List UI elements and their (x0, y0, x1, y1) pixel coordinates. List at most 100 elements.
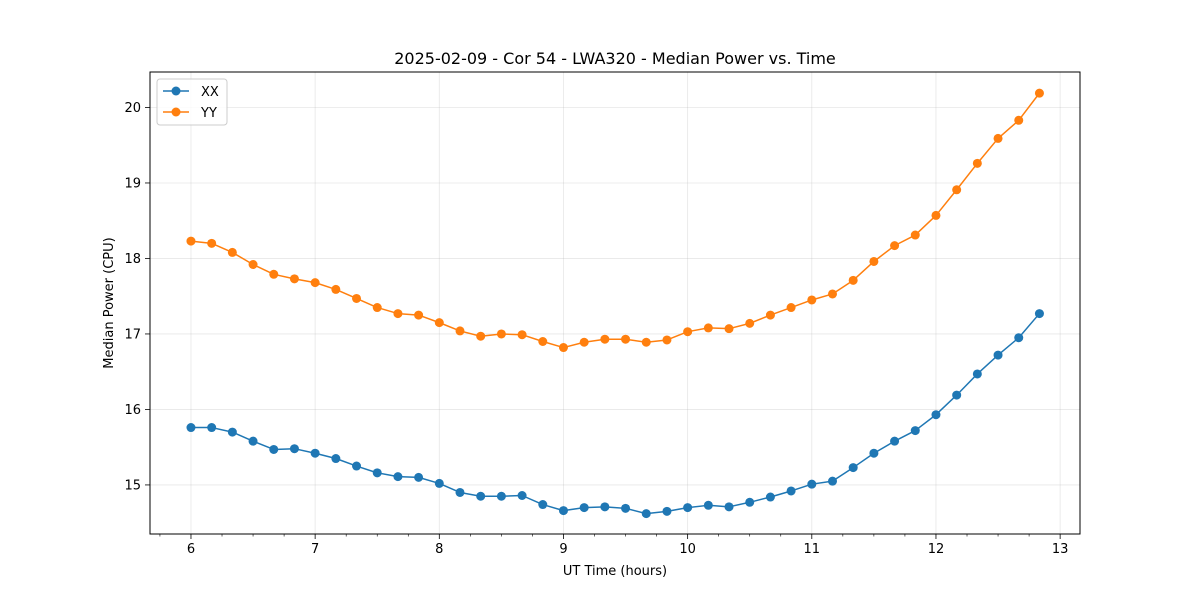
data-point-xx (227, 427, 237, 437)
y-tick-label: 19 (124, 176, 141, 191)
data-point-yy (434, 318, 444, 328)
data-point-yy (972, 158, 982, 168)
data-point-xx (641, 509, 651, 519)
x-tick-label: 7 (311, 542, 319, 557)
data-point-yy (703, 323, 713, 333)
data-point-yy (186, 236, 196, 246)
data-point-xx (600, 502, 610, 512)
data-point-yy (476, 331, 486, 341)
data-point-xx (662, 506, 672, 516)
data-point-xx (186, 423, 196, 433)
x-axis-label: UT Time (hours) (563, 564, 667, 579)
legend-marker-yy (171, 107, 181, 117)
data-point-yy (828, 289, 837, 299)
data-point-yy (517, 330, 527, 340)
data-point-yy (352, 293, 362, 303)
legend-label-xx: XX (201, 85, 219, 100)
data-point-xx (310, 448, 320, 458)
data-point-xx (393, 472, 403, 482)
x-tick-label: 6 (187, 542, 195, 557)
data-point-xx (434, 478, 444, 488)
data-point-xx (289, 444, 299, 454)
data-point-yy (269, 269, 279, 279)
data-point-yy (848, 275, 858, 285)
data-point-xx (496, 491, 506, 501)
data-point-xx (910, 426, 920, 436)
data-point-xx (745, 497, 755, 507)
x-tick-label: 13 (1052, 542, 1069, 557)
data-point-yy (724, 324, 734, 334)
data-point-yy (869, 256, 879, 266)
data-point-yy (496, 329, 506, 339)
x-tick-label: 8 (435, 542, 443, 557)
data-point-yy (393, 309, 403, 319)
data-point-yy (414, 310, 424, 320)
data-point-xx (993, 350, 1003, 360)
data-point-xx (372, 468, 382, 478)
x-tick-label: 9 (559, 542, 567, 557)
data-point-yy (1014, 115, 1024, 125)
data-point-yy (910, 230, 920, 240)
data-point-yy (952, 185, 962, 195)
data-point-yy (558, 343, 568, 353)
y-tick-label: 18 (124, 252, 141, 267)
data-point-xx (869, 448, 879, 458)
data-point-xx (269, 444, 279, 454)
data-point-xx (724, 502, 734, 512)
data-point-yy (786, 303, 796, 313)
chart-title: 2025-02-09 - Cor 54 - LWA320 - Median Po… (394, 49, 836, 68)
data-point-xx (558, 506, 568, 516)
data-point-xx (1014, 333, 1024, 343)
data-point-xx (621, 503, 631, 513)
data-point-yy (248, 260, 258, 269)
data-point-xx (248, 436, 258, 446)
data-point-xx (972, 369, 982, 379)
legend-label-yy: YY (200, 106, 217, 121)
y-tick-label: 17 (124, 327, 141, 342)
data-point-xx (952, 390, 962, 400)
data-point-xx (517, 491, 527, 500)
data-point-xx (207, 423, 217, 433)
y-tick-label: 20 (124, 101, 141, 116)
data-point-yy (289, 274, 299, 284)
data-point-xx (848, 463, 858, 473)
data-point-xx (765, 492, 775, 502)
series-layer (186, 88, 1044, 519)
data-point-xx (455, 487, 465, 497)
data-point-yy (207, 238, 217, 248)
data-point-xx (476, 491, 486, 501)
data-point-yy (807, 295, 817, 305)
legend: XX YY (156, 78, 228, 126)
y-tick-label: 16 (124, 403, 141, 418)
data-point-yy (600, 334, 610, 344)
legend-marker-xx (171, 86, 181, 96)
data-point-yy (455, 326, 465, 336)
data-point-xx (890, 436, 900, 446)
data-point-yy (765, 310, 775, 320)
data-point-xx (828, 476, 837, 486)
data-point-xx (538, 500, 548, 510)
y-axis-label: Median Power (CPU) (102, 237, 117, 368)
data-point-yy (993, 133, 1003, 143)
data-point-xx (931, 410, 941, 420)
data-point-yy (579, 337, 589, 347)
x-tick-label: 10 (679, 542, 696, 557)
grid-layer (150, 72, 1080, 534)
data-point-xx (579, 503, 589, 513)
data-point-yy (745, 318, 755, 328)
data-point-yy (227, 247, 237, 257)
data-point-xx (331, 454, 341, 464)
data-point-yy (621, 334, 631, 344)
data-point-xx (683, 503, 693, 513)
data-point-yy (641, 337, 651, 347)
data-point-yy (1034, 88, 1044, 98)
data-point-xx (786, 486, 796, 496)
x-tick-label: 11 (804, 542, 821, 557)
data-point-xx (352, 461, 362, 471)
plot-frame (149, 71, 1081, 535)
data-point-yy (538, 337, 548, 346)
data-point-yy (372, 303, 382, 313)
data-point-yy (662, 335, 672, 345)
data-point-yy (310, 278, 320, 288)
